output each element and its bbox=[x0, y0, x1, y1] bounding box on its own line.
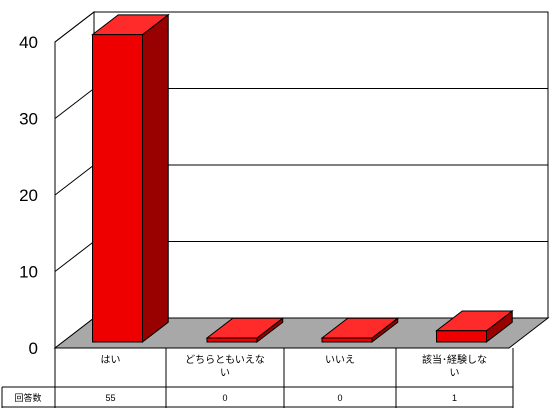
y-tick-label: 20 bbox=[19, 186, 38, 205]
bar bbox=[91, 13, 170, 344]
bar-front bbox=[436, 330, 487, 343]
gridline-side bbox=[54, 164, 95, 196]
gridline-side bbox=[54, 241, 95, 272]
y-axis-tick-labels: 0 10 20 30 40 bbox=[19, 33, 38, 358]
bar-side bbox=[142, 13, 169, 344]
x-category-label: いいえ bbox=[325, 354, 355, 366]
y-tick-label: 10 bbox=[19, 263, 38, 282]
x-category-label: はい bbox=[101, 354, 121, 366]
bar-front bbox=[92, 34, 143, 343]
bar bbox=[205, 317, 285, 344]
table-value-cell: 0 bbox=[222, 393, 227, 403]
gridline-side bbox=[54, 11, 95, 43]
bars bbox=[91, 13, 514, 344]
x-category-label: どちらともいえな bbox=[185, 354, 265, 366]
table-value-cell: 1 bbox=[452, 393, 457, 403]
y-tick-label: 0 bbox=[29, 339, 38, 358]
bar-front bbox=[321, 337, 373, 343]
table-value-cell: 55 bbox=[105, 393, 115, 403]
bar bbox=[320, 317, 400, 344]
bar-front bbox=[206, 337, 258, 343]
gridline-side bbox=[54, 88, 95, 119]
chart-floor bbox=[53, 317, 550, 349]
x-category-label: い bbox=[220, 368, 230, 379]
gridlines bbox=[54, 11, 548, 272]
bar bbox=[435, 309, 514, 344]
x-category-label: い bbox=[450, 368, 460, 379]
y-tick-label: 30 bbox=[19, 110, 38, 129]
x-category-label: 該当･経験しな bbox=[422, 353, 487, 366]
y-tick-label: 40 bbox=[19, 33, 38, 52]
table-value-cell: 0 bbox=[337, 393, 342, 403]
table-row-header: 回答数 bbox=[14, 392, 41, 403]
